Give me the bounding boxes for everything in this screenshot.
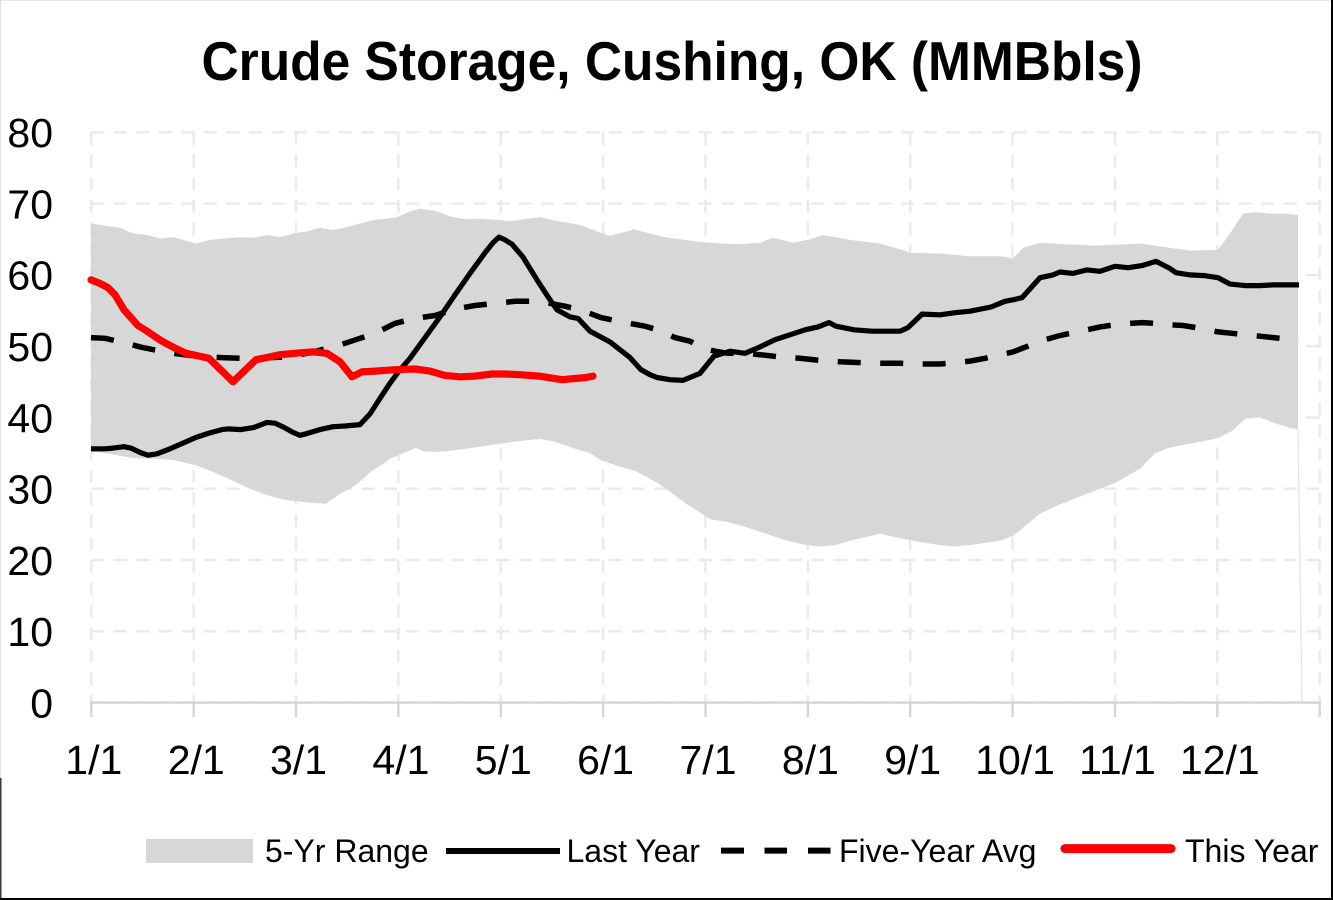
svg-text:Crude Storage, Cushing, OK (MM: Crude Storage, Cushing, OK (MMBbls) [202, 30, 1143, 92]
svg-text:Last Year: Last Year [567, 833, 701, 869]
svg-text:6/1: 6/1 [577, 737, 634, 783]
svg-text:10: 10 [7, 609, 53, 655]
svg-text:80: 80 [7, 110, 53, 156]
svg-text:10/1: 10/1 [975, 737, 1055, 783]
svg-text:Five-Year Avg: Five-Year Avg [839, 833, 1036, 869]
svg-text:40: 40 [7, 395, 53, 441]
svg-text:This Year: This Year [1185, 833, 1319, 869]
svg-text:20: 20 [7, 538, 53, 584]
svg-text:30: 30 [7, 467, 53, 513]
svg-text:5/1: 5/1 [475, 737, 532, 783]
svg-text:60: 60 [7, 253, 53, 299]
svg-text:3/1: 3/1 [270, 737, 327, 783]
svg-text:12/1: 12/1 [1180, 737, 1260, 783]
svg-text:11/1: 11/1 [1079, 737, 1156, 783]
svg-text:2/1: 2/1 [168, 737, 225, 783]
svg-text:50: 50 [7, 324, 53, 370]
svg-text:1/1: 1/1 [65, 737, 122, 783]
svg-text:7/1: 7/1 [680, 737, 737, 783]
svg-text:5-Yr Range: 5-Yr Range [265, 833, 429, 869]
svg-text:9/1: 9/1 [884, 737, 941, 783]
svg-text:4/1: 4/1 [372, 737, 429, 783]
svg-text:0: 0 [30, 680, 53, 726]
svg-text:70: 70 [7, 181, 53, 227]
svg-text:8/1: 8/1 [782, 737, 839, 783]
